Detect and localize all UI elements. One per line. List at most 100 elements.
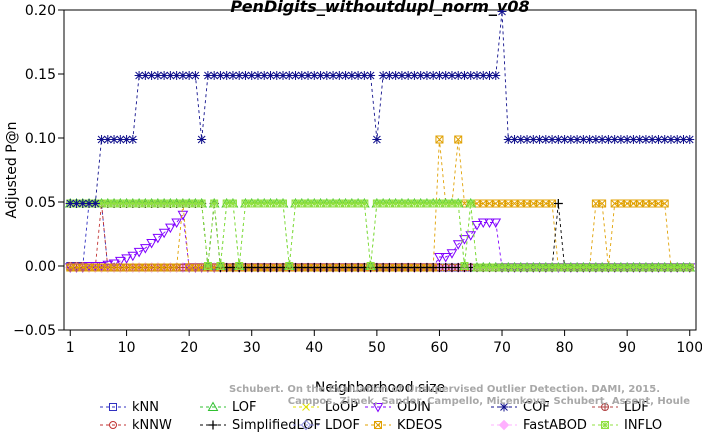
marker-star <box>259 71 269 81</box>
marker-star <box>616 135 626 145</box>
series-odin <box>64 210 696 273</box>
legend-item-loop: LoOP <box>293 400 358 415</box>
marker-triangle-down <box>177 210 189 221</box>
marker-star <box>316 71 326 81</box>
marker-triangle-down <box>446 249 458 259</box>
marker-square-star <box>279 199 288 208</box>
marker-star <box>510 135 520 145</box>
marker-star <box>447 71 457 81</box>
marker-star <box>422 71 432 81</box>
marker-star <box>516 135 526 145</box>
marker-star <box>391 71 401 81</box>
marker-star <box>641 135 651 145</box>
marker-star <box>103 135 113 145</box>
marker-star <box>115 135 125 145</box>
marker-star <box>209 71 219 81</box>
marker-star <box>222 71 232 81</box>
marker-star <box>678 135 688 145</box>
marker-star <box>653 135 663 145</box>
marker-star <box>585 135 595 145</box>
legend-label: FastABOD <box>523 418 587 433</box>
y-tick-label: 0.05 <box>25 195 56 211</box>
marker-star <box>466 71 476 81</box>
marker-star <box>65 199 75 209</box>
marker-star <box>535 135 545 145</box>
marker-star <box>578 135 588 145</box>
x-tick-label: 80 <box>556 340 574 356</box>
chart-title: PenDigits_withoutdupl_norm_v08 <box>230 0 529 16</box>
marker-star <box>234 71 244 81</box>
marker-star <box>522 135 532 145</box>
marker-x <box>302 403 310 411</box>
marker-square-star <box>601 421 609 429</box>
marker-star <box>434 71 444 81</box>
marker-star <box>497 10 507 17</box>
marker-star <box>109 135 119 145</box>
marker-star <box>278 71 288 81</box>
marker-star <box>341 71 351 81</box>
legend-label: LOF <box>232 400 257 415</box>
x-tick-label: 70 <box>493 340 511 356</box>
marker-star <box>591 135 601 145</box>
marker-star <box>334 71 344 81</box>
x-tick-label: 60 <box>431 340 449 356</box>
marker-star <box>134 71 144 81</box>
legend-label: kNNW <box>132 418 172 433</box>
marker-star <box>265 71 275 81</box>
marker-star <box>153 71 163 81</box>
marker-star <box>428 71 438 81</box>
marker-square-x <box>374 421 382 429</box>
legend-item-lof: LOF <box>200 400 257 415</box>
marker-square-star <box>228 199 237 208</box>
legend-label: ODIN <box>397 400 431 415</box>
marker-star <box>416 71 426 81</box>
marker-triangle-down <box>459 235 470 245</box>
marker-square-star <box>197 199 206 208</box>
marker-square-star <box>203 262 212 270</box>
marker-square-x <box>454 135 463 144</box>
watermark-line-1: Schubert. On the Evaluation of Unsupervi… <box>229 384 660 395</box>
marker-star <box>297 71 307 81</box>
marker-triangle-down <box>434 253 445 263</box>
marker-square-x <box>548 199 557 208</box>
marker-star <box>685 135 695 145</box>
marker-diamond <box>300 419 312 431</box>
marker-triangle-down <box>139 244 151 254</box>
marker-star <box>547 135 557 145</box>
marker-star <box>328 71 338 81</box>
legend-label: LDOF <box>325 418 360 433</box>
marker-triangle-down <box>165 223 176 234</box>
marker-star <box>384 71 394 81</box>
legend-item-ldf: LDF <box>592 400 649 415</box>
marker-triangle-down <box>440 253 452 263</box>
marker-star <box>203 71 213 81</box>
marker-star <box>472 71 482 81</box>
legend-label: COF <box>523 400 550 415</box>
marker-triangle-down <box>171 218 182 228</box>
marker-star <box>403 71 413 81</box>
legend-label: SimplifiedLOF <box>232 418 321 433</box>
marker-star <box>190 71 200 81</box>
marker-star <box>178 71 188 81</box>
marker-square-star <box>466 199 475 208</box>
marker-star <box>228 71 238 81</box>
marker-square-star <box>360 199 369 208</box>
x-tick-label: 1 <box>66 340 75 356</box>
marker-triangle-down <box>452 240 464 250</box>
y-tick-label: 0.20 <box>25 3 56 19</box>
marker-circle-plus-ring <box>601 403 609 411</box>
marker-star <box>541 135 551 145</box>
marker-star <box>528 135 538 145</box>
marker-square-star <box>216 262 225 270</box>
marker-star <box>499 402 509 412</box>
y-tick-label: 0.10 <box>25 131 56 147</box>
marker-triangle-down <box>89 262 101 272</box>
y-axis: −0.05 0.00 0.05 0.10 0.15 0.20 <box>13 3 64 339</box>
marker-star <box>165 71 175 81</box>
marker-star <box>666 135 676 145</box>
marker-triangle-down <box>133 247 145 258</box>
marker-star <box>172 71 182 81</box>
marker-square-star <box>460 262 469 270</box>
legend-item-inflo: INFLO <box>592 418 662 433</box>
